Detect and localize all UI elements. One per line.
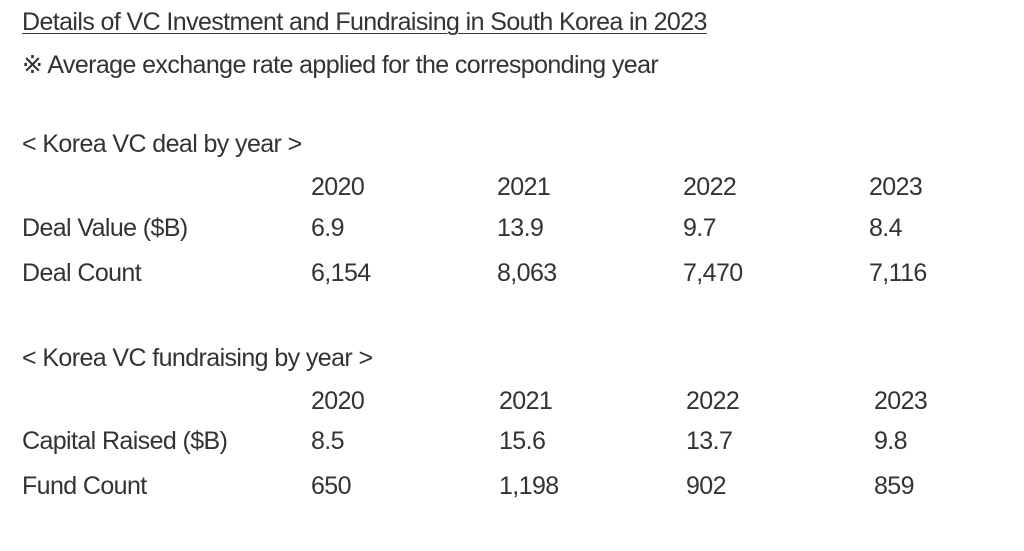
fund-count-2020: 650	[311, 472, 352, 500]
deal-value-2022: 9.7	[683, 214, 717, 242]
capital-raised-2022: 13.7	[686, 427, 733, 455]
fund-count-2021: 1,198	[499, 472, 559, 500]
deal-value-2021: 13.9	[497, 214, 544, 242]
deal-count-label: Deal Count	[22, 259, 142, 287]
fund-count-2022: 902	[686, 472, 727, 500]
deal-year-header-2021: 2021	[497, 173, 551, 201]
deal-year-header-2022: 2022	[683, 173, 737, 201]
exchange-rate-note: ※ Average exchange rate applied for the …	[22, 51, 659, 79]
fund-year-header-2020: 2020	[311, 387, 365, 415]
deal-year-header-2020: 2020	[311, 173, 365, 201]
deal-count-2023: 7,116	[869, 259, 927, 287]
deal-value-2020: 6.9	[311, 214, 345, 242]
deal-count-2020: 6,154	[311, 259, 371, 287]
deal-section-heading: < Korea VC deal by year >	[22, 130, 302, 158]
page-title: Details of VC Investment and Fundraising…	[22, 8, 707, 36]
fund-count-label: Fund Count	[22, 472, 147, 500]
capital-raised-2023: 9.8	[874, 427, 908, 455]
deal-value-label: Deal Value ($B)	[22, 214, 188, 242]
deal-value-2023: 8.4	[869, 214, 903, 242]
fundraising-section-heading: < Korea VC fundraising by year >	[22, 344, 373, 372]
deal-count-2021: 8,063	[497, 259, 557, 287]
capital-raised-label: Capital Raised ($B)	[22, 427, 228, 455]
fund-count-2023: 859	[874, 472, 915, 500]
fund-year-header-2023: 2023	[874, 387, 928, 415]
capital-raised-2020: 8.5	[311, 427, 345, 455]
fund-year-header-2022: 2022	[686, 387, 740, 415]
deal-count-2022: 7,470	[683, 259, 743, 287]
capital-raised-2021: 15.6	[499, 427, 546, 455]
fund-year-header-2021: 2021	[499, 387, 553, 415]
deal-year-header-2023: 2023	[869, 173, 923, 201]
